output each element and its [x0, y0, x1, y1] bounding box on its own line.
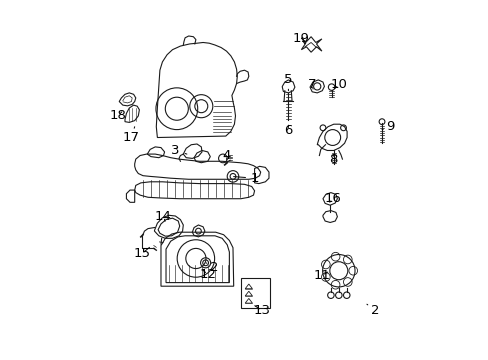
Text: 4: 4	[222, 149, 230, 162]
Bar	[241, 278, 270, 308]
Text: 2: 2	[205, 261, 218, 274]
Text: 2: 2	[366, 304, 378, 317]
Text: 1: 1	[233, 172, 259, 185]
Text: 17: 17	[122, 127, 139, 144]
Text: 11: 11	[313, 269, 330, 282]
Text: 14: 14	[155, 210, 172, 223]
Text: 7: 7	[307, 78, 316, 91]
Text: 6: 6	[284, 124, 292, 137]
Text: 9: 9	[381, 120, 394, 133]
Text: 15: 15	[133, 247, 150, 260]
Text: 8: 8	[329, 153, 337, 166]
Text: 16: 16	[324, 192, 341, 205]
Text: 5: 5	[284, 73, 292, 91]
Text: 13: 13	[253, 304, 270, 317]
Text: 3: 3	[171, 144, 186, 157]
Text: 10: 10	[330, 78, 346, 91]
Text: 18: 18	[109, 109, 126, 122]
Text: 12: 12	[199, 268, 216, 281]
Text: 19: 19	[292, 32, 309, 45]
